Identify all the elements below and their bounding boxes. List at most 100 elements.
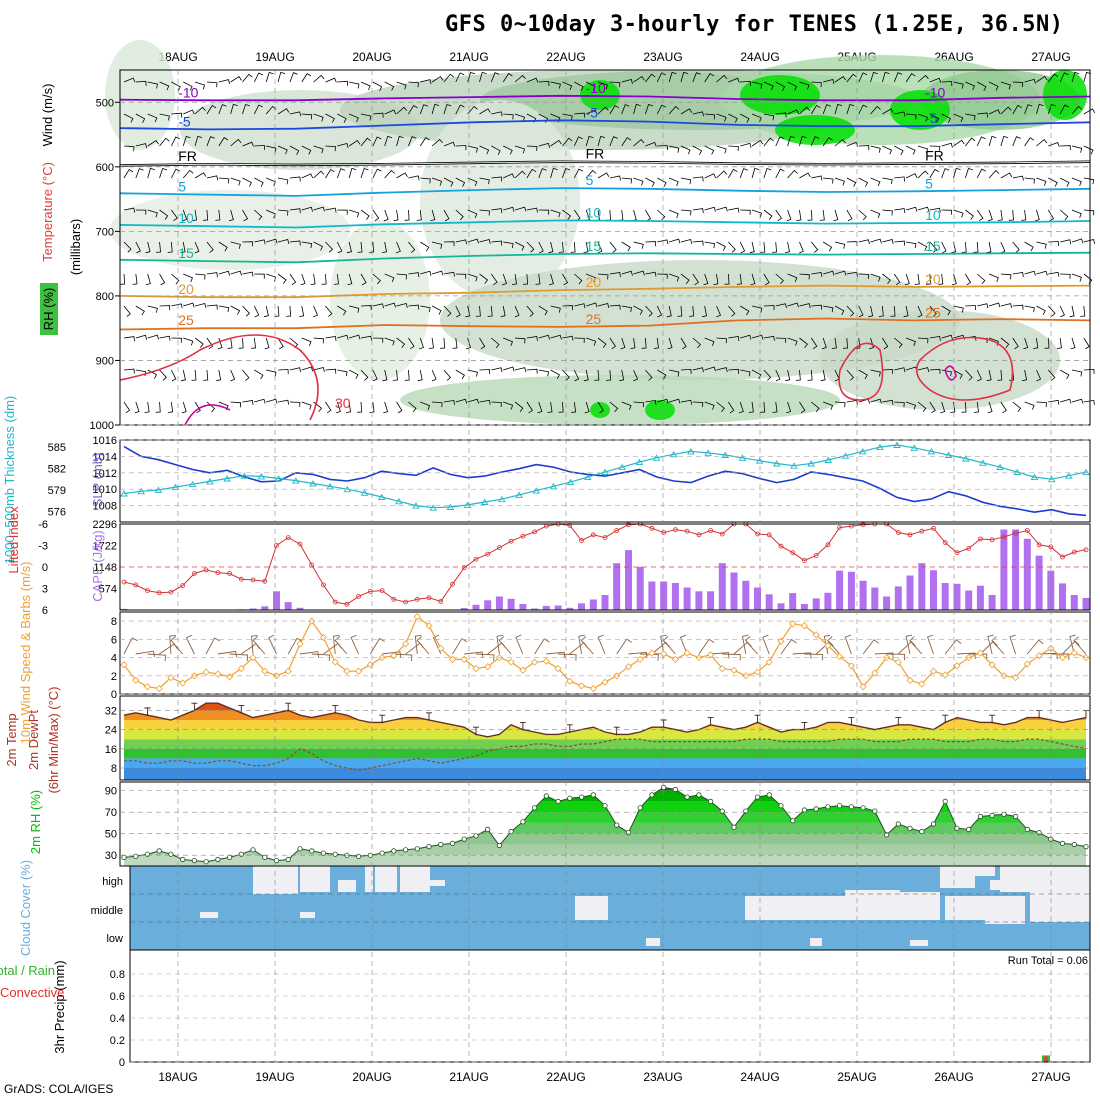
cape-bar — [566, 607, 574, 610]
rh-area — [820, 310, 1060, 410]
lifted-marker — [931, 525, 936, 531]
wind-barb — [230, 241, 241, 249]
rh-marker — [485, 826, 491, 833]
contour-label: 10 — [925, 207, 941, 223]
wind-barb — [621, 401, 632, 410]
wind-barb — [253, 305, 260, 318]
date-label-bottom: 27AUG — [1031, 1070, 1070, 1084]
rh-marker — [919, 828, 925, 835]
wind-barb — [218, 241, 228, 252]
wind-barb — [467, 369, 478, 377]
wind-barb — [795, 369, 801, 381]
wind-barb — [230, 369, 236, 382]
wind-barb — [941, 305, 951, 316]
date-label-top: 18AUG — [158, 50, 197, 64]
cloud-cover-patch — [910, 940, 928, 946]
wind-barb — [337, 305, 347, 316]
wind-barb — [1071, 145, 1083, 153]
wind-barb — [893, 273, 901, 286]
rh-tick-label: 90 — [105, 786, 117, 798]
lifted-marker — [778, 543, 784, 549]
wind-barb — [431, 177, 443, 186]
cape-bar — [789, 593, 797, 610]
wind-barb — [538, 80, 550, 86]
wind-barb — [558, 241, 564, 253]
cape-bar — [578, 603, 585, 610]
wind-barb — [763, 335, 775, 341]
wind-barb — [301, 206, 313, 212]
rh-marker — [766, 792, 772, 798]
wind-barb — [799, 172, 811, 179]
wind-barb — [609, 241, 617, 253]
wind-barb — [562, 167, 570, 179]
wind-barb — [736, 273, 742, 285]
wind-barb — [357, 241, 363, 253]
wind-speed-marker — [859, 683, 867, 691]
wind-barb — [277, 273, 287, 284]
wind-barb — [574, 273, 583, 285]
cape-bar — [742, 580, 750, 610]
wind-barb — [1073, 636, 1087, 655]
thickness-marker — [858, 448, 867, 455]
cape-bar — [800, 604, 808, 610]
wind-barb — [479, 239, 491, 244]
cape-bar — [120, 608, 128, 610]
wind-barb — [369, 241, 375, 253]
wind-barb — [586, 302, 598, 308]
wind-barb — [123, 637, 138, 655]
wind-barb — [728, 168, 738, 179]
wind-barb — [562, 81, 573, 91]
wind-barb — [206, 175, 219, 181]
wind-barb — [396, 106, 408, 115]
wind-barb — [679, 634, 688, 655]
wind-barb — [538, 142, 551, 148]
wind-barb — [1009, 634, 1017, 655]
wind-barb — [350, 634, 360, 655]
rh-marker — [191, 857, 197, 864]
contour-label: 5 — [925, 175, 933, 191]
wind-barb — [858, 145, 870, 151]
wind-barb — [633, 177, 644, 186]
wind-barb — [905, 173, 918, 179]
wind-barb — [597, 135, 606, 147]
wind-barb — [1060, 145, 1071, 151]
wind-barb — [337, 369, 348, 377]
thickness-marker — [326, 482, 334, 490]
cloud-cover-patch — [430, 880, 445, 886]
wind-barb — [1060, 273, 1071, 279]
precip-tick-label: 0.4 — [110, 1013, 125, 1025]
contour-line — [119, 284, 1091, 299]
wind-barb — [313, 305, 319, 318]
wind-barb — [183, 81, 193, 91]
wind-barb — [277, 145, 288, 155]
thickness-marker — [206, 478, 214, 485]
wind-barb — [917, 241, 928, 251]
wind-barb — [894, 176, 906, 182]
wind-barb — [203, 369, 209, 381]
rh-marker — [215, 856, 221, 863]
contour-label: 25 — [925, 304, 941, 320]
wind-speed-marker — [1035, 652, 1043, 660]
wind-barb — [396, 401, 403, 414]
wind-barb — [763, 305, 775, 311]
thickness-marker — [790, 462, 798, 469]
contour-label: -10 — [586, 80, 606, 96]
wind-barb — [252, 636, 266, 655]
rh-high-area — [645, 400, 675, 420]
wind-barb — [965, 113, 976, 121]
wind-barb — [181, 401, 187, 414]
cloud-cover-patch — [1000, 866, 1090, 892]
wind-barb — [206, 401, 216, 413]
wind-barb — [348, 167, 357, 179]
wind-barb — [917, 113, 928, 122]
wind-barb — [242, 271, 254, 277]
wind-barb — [337, 334, 349, 340]
wind-barb — [159, 305, 171, 311]
wind-barb — [538, 305, 548, 316]
wind-barb — [242, 177, 252, 187]
wind-barb — [156, 241, 161, 253]
wind-barb — [360, 113, 372, 121]
wind-barb — [929, 207, 941, 213]
lifted-marker — [602, 535, 608, 540]
lifted-marker — [1001, 534, 1007, 540]
